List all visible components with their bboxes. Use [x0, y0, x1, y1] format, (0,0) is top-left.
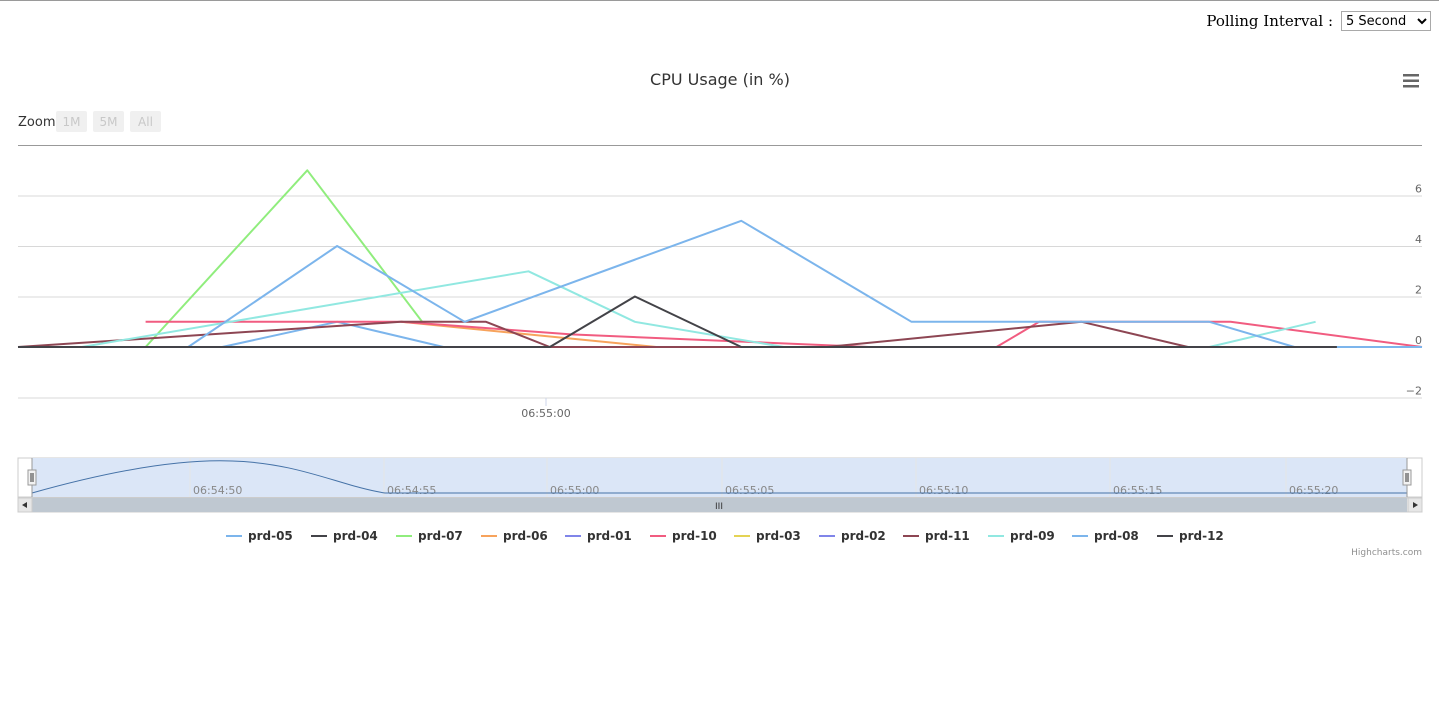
navigator-tick-label: 06:55:20 [1289, 484, 1338, 497]
legend-item-prd-12[interactable]: prd-12 [1157, 529, 1224, 543]
zoom-button-all-label: All [138, 115, 153, 129]
series-line-prd-11 [17, 320, 1337, 348]
legend-label: prd-10 [672, 529, 717, 543]
legend-label: prd-12 [1179, 529, 1224, 543]
y-axis-tick-label: 6 [1415, 183, 1422, 196]
navigator-tick-label: 06:54:55 [387, 484, 436, 497]
legend-label: prd-08 [1094, 529, 1139, 543]
legend-label: prd-07 [418, 529, 463, 543]
zoom-button-all[interactable]: All [130, 111, 161, 132]
legend-label: prd-04 [333, 529, 378, 543]
legend-label: prd-05 [248, 529, 293, 543]
navigator[interactable]: 06:54:50 06:54:55 06:55:00 06:55:05 06:55:10… [17, 457, 1423, 498]
y-axis-tick-label: 4 [1415, 233, 1422, 246]
legend-label: prd-09 [1010, 529, 1055, 543]
y-axis-tick-label: 2 [1415, 284, 1422, 297]
x-axis-tick-label: 06:55:00 [521, 407, 570, 420]
scrollbar-grip: III [715, 502, 723, 512]
legend-label: prd-02 [841, 529, 886, 543]
zoom-button-1m[interactable]: 1M [56, 111, 87, 132]
credits-link[interactable]: Highcharts.com [1351, 548, 1422, 558]
legend-item-prd-06[interactable]: prd-06 [481, 529, 548, 543]
legend-item-prd-08[interactable]: prd-08 [1072, 529, 1139, 543]
y-axis-tick-label: −2 [1406, 385, 1422, 398]
polling-interval-label: Polling Interval : [1206, 12, 1333, 30]
hamburger-menu-icon[interactable] [1398, 69, 1424, 93]
navigator-tick-label: 06:55:05 [725, 484, 774, 497]
navigator-tick-label: 06:54:50 [193, 484, 242, 497]
series-line-prd-09 [81, 270, 1316, 348]
navigator-tick-label: 06:55:00 [550, 484, 599, 497]
navigator-left-handle[interactable] [27, 469, 37, 486]
legend-item-prd-02[interactable]: prd-02 [819, 529, 886, 543]
scrollbar-right-button[interactable] [1407, 497, 1423, 513]
navigator-tick-label: 06:55:10 [919, 484, 968, 497]
legend-item-prd-01[interactable]: prd-01 [565, 529, 632, 543]
legend-item-prd-05[interactable]: prd-05 [226, 529, 293, 543]
navigator-right-handle[interactable] [1402, 469, 1412, 486]
legend-item-prd-07[interactable]: prd-07 [396, 529, 463, 543]
series-lines [17, 169, 1423, 348]
scrollbar-thumb[interactable] [32, 498, 1407, 512]
navigator-tick-label: 06:55:15 [1113, 484, 1162, 497]
legend-item-prd-10[interactable]: prd-10 [650, 529, 717, 543]
chart-title: CPU Usage (in %) [650, 70, 790, 89]
zoom-label: Zoom [18, 115, 55, 130]
legend-item-prd-11[interactable]: prd-11 [903, 529, 970, 543]
navigator-selection[interactable] [32, 458, 1407, 497]
x-axis: 06:55:00 [521, 398, 571, 420]
scrollbar[interactable]: III [17, 497, 1423, 513]
navigator-series-line [31, 460, 1407, 494]
polling-interval-control: Polling Interval : 5 Second [1206, 11, 1431, 31]
y-gridlines [18, 195, 1422, 399]
legend-label: prd-03 [756, 529, 801, 543]
legend-label: prd-11 [925, 529, 970, 543]
legend-label: prd-06 [503, 529, 548, 543]
series-line-prd-12 [18, 295, 1337, 348]
legend-item-prd-04[interactable]: prd-04 [311, 529, 378, 543]
zoom-button-5m[interactable]: 5M [93, 111, 124, 132]
series-line-prd-08 [187, 219, 1422, 348]
legend-item-prd-09[interactable]: prd-09 [988, 529, 1055, 543]
arrow-left-icon [22, 502, 27, 508]
navigator-ticks: 06:54:50 06:54:55 06:55:00 06:55:05 06:55:10… [189, 458, 1338, 497]
legend-item-prd-03[interactable]: prd-03 [734, 529, 801, 543]
polling-interval-select[interactable]: 5 Second [1341, 11, 1431, 31]
scrollbar-left-button[interactable] [17, 497, 33, 513]
zoom-button-1m-label: 1M [63, 115, 81, 129]
legend-label: prd-01 [587, 529, 632, 543]
zoom-button-5m-label: 5M [100, 115, 118, 129]
y-axis-labels: 6 4 2 0 −2 [1406, 183, 1422, 398]
arrow-right-icon [1413, 502, 1418, 508]
y-axis-tick-label: 0 [1415, 334, 1422, 347]
series-line-prd-07 [144, 169, 423, 348]
legend: prd-05 prd-04 prd-07 prd-06 prd-01 prd-10 prd-… [226, 529, 1224, 543]
